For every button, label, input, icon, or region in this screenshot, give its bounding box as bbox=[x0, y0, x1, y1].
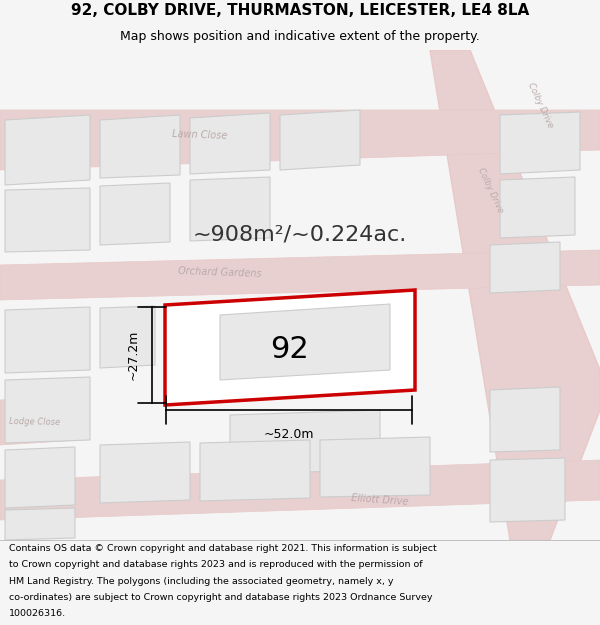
Text: Map shows position and indicative extent of the property.: Map shows position and indicative extent… bbox=[120, 30, 480, 42]
Text: Lawn Close: Lawn Close bbox=[172, 129, 228, 141]
Polygon shape bbox=[0, 110, 600, 170]
Polygon shape bbox=[100, 442, 190, 503]
Polygon shape bbox=[190, 177, 270, 241]
Polygon shape bbox=[100, 306, 155, 368]
Polygon shape bbox=[320, 437, 430, 497]
Polygon shape bbox=[490, 242, 560, 293]
Text: Lodge Close: Lodge Close bbox=[10, 417, 61, 427]
Polygon shape bbox=[100, 115, 180, 178]
Polygon shape bbox=[500, 177, 575, 238]
Polygon shape bbox=[5, 188, 90, 252]
Text: 100026316.: 100026316. bbox=[9, 609, 66, 618]
Polygon shape bbox=[0, 395, 80, 445]
Text: co-ordinates) are subject to Crown copyright and database rights 2023 Ordnance S: co-ordinates) are subject to Crown copyr… bbox=[9, 592, 433, 602]
Text: Orchard Gardens: Orchard Gardens bbox=[178, 266, 262, 279]
Polygon shape bbox=[200, 440, 310, 501]
Polygon shape bbox=[0, 250, 600, 300]
Polygon shape bbox=[430, 50, 600, 540]
Polygon shape bbox=[0, 460, 600, 520]
Polygon shape bbox=[280, 110, 360, 170]
Text: Elliott Drive: Elliott Drive bbox=[351, 493, 409, 507]
Text: HM Land Registry. The polygons (including the associated geometry, namely x, y: HM Land Registry. The polygons (includin… bbox=[9, 576, 394, 586]
Polygon shape bbox=[165, 290, 415, 405]
Polygon shape bbox=[220, 304, 390, 380]
Text: Contains OS data © Crown copyright and database right 2021. This information is : Contains OS data © Crown copyright and d… bbox=[9, 544, 437, 553]
Text: to Crown copyright and database rights 2023 and is reproduced with the permissio: to Crown copyright and database rights 2… bbox=[9, 561, 422, 569]
Text: 92, COLBY DRIVE, THURMASTON, LEICESTER, LE4 8LA: 92, COLBY DRIVE, THURMASTON, LEICESTER, … bbox=[71, 3, 529, 18]
Polygon shape bbox=[5, 447, 75, 508]
Polygon shape bbox=[500, 112, 580, 174]
Polygon shape bbox=[5, 377, 90, 443]
Polygon shape bbox=[5, 307, 90, 373]
Polygon shape bbox=[5, 508, 75, 540]
Text: ~52.0m: ~52.0m bbox=[264, 428, 314, 441]
Polygon shape bbox=[190, 113, 270, 174]
Polygon shape bbox=[490, 458, 565, 522]
Text: ~908m²/~0.224ac.: ~908m²/~0.224ac. bbox=[193, 225, 407, 245]
Polygon shape bbox=[5, 115, 90, 185]
Polygon shape bbox=[230, 410, 380, 474]
Polygon shape bbox=[100, 183, 170, 245]
Text: 92: 92 bbox=[271, 336, 310, 364]
Text: Colby Drive: Colby Drive bbox=[476, 166, 505, 214]
Text: ~27.2m: ~27.2m bbox=[127, 330, 140, 380]
Text: Colby Drive: Colby Drive bbox=[526, 81, 554, 129]
Polygon shape bbox=[490, 387, 560, 452]
